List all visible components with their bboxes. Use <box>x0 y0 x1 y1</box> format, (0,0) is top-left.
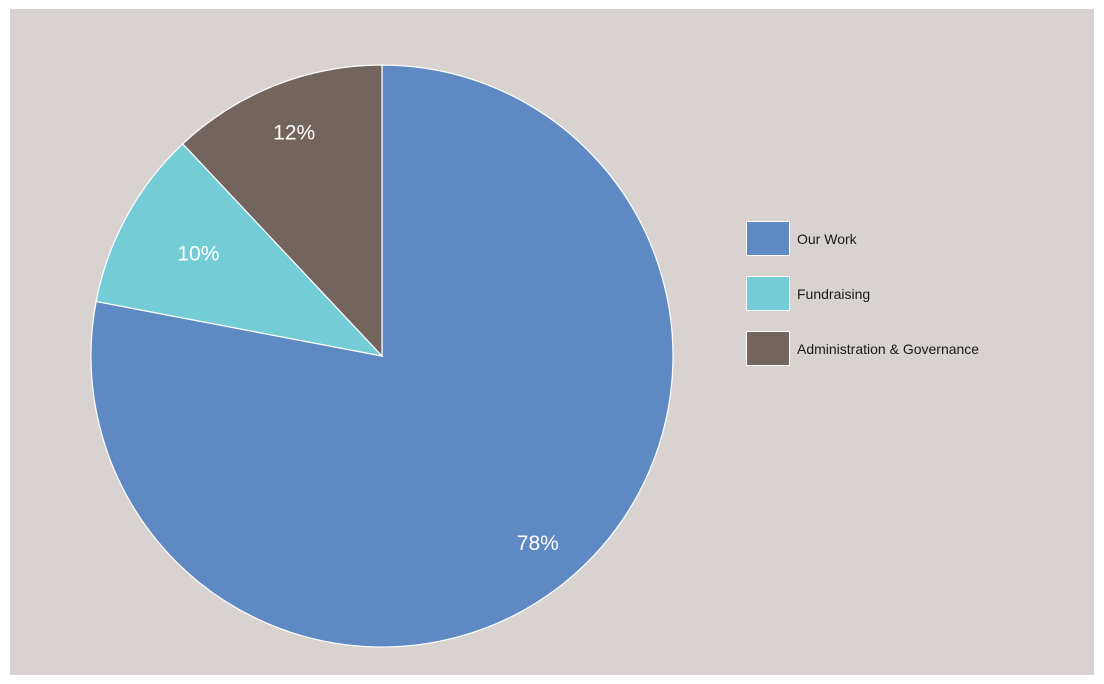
chart-panel: 78% 10% 12% Our Work Fundraising Administr… <box>10 9 1094 675</box>
pie-slice-administration-governance <box>181 64 383 358</box>
legend-item-administration-governance: Administration & Governance <box>746 330 979 367</box>
legend-swatch-our-work <box>746 221 790 256</box>
pie-label-administration-governance: 12% <box>273 122 315 145</box>
pie-slice-fundraising <box>95 143 384 357</box>
legend-item-our-work: Our Work <box>746 220 979 257</box>
legend: Our Work Fundraising Administration & Go… <box>746 220 979 385</box>
pie-label-fundraising: 10% <box>177 243 219 266</box>
legend-label-our-work: Our Work <box>797 230 857 247</box>
legend-swatch-administration-governance <box>746 331 790 366</box>
pie-slice-our-work <box>90 64 674 648</box>
legend-label-administration-governance: Administration & Governance <box>797 340 980 357</box>
pie-chart: 78% 10% 12% <box>90 64 674 648</box>
pie-label-our-work: 78% <box>517 532 559 555</box>
legend-swatch-fundraising <box>746 276 790 311</box>
legend-item-fundraising: Fundraising <box>746 275 979 312</box>
legend-label-fundraising: Fundraising <box>797 285 871 302</box>
